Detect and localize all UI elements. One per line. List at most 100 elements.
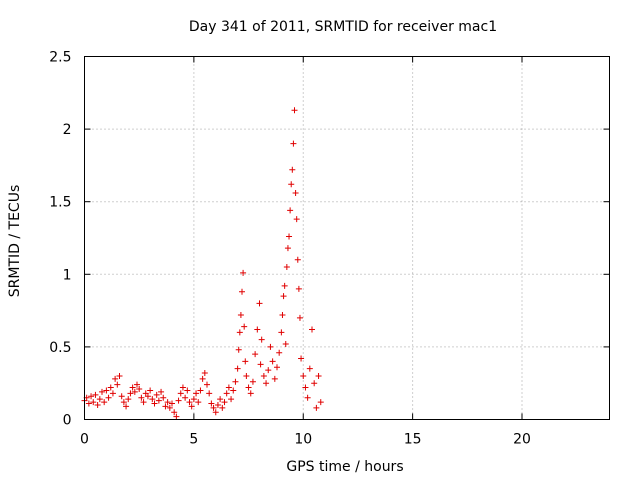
data-point bbox=[160, 394, 167, 401]
y-tick-label: 1 bbox=[63, 267, 72, 283]
data-point bbox=[164, 399, 171, 406]
data-point bbox=[232, 378, 239, 385]
data-point bbox=[291, 107, 298, 114]
x-tick-label: 5 bbox=[189, 432, 198, 448]
data-point bbox=[263, 380, 270, 387]
data-point bbox=[278, 329, 285, 336]
data-point bbox=[289, 166, 296, 173]
data-point bbox=[201, 370, 208, 377]
data-point bbox=[230, 387, 237, 394]
data-point bbox=[245, 384, 252, 391]
axis-ticks bbox=[84, 56, 610, 420]
data-point bbox=[223, 390, 230, 397]
data-point bbox=[169, 400, 175, 407]
data-point bbox=[134, 381, 140, 388]
data-point bbox=[114, 381, 121, 388]
data-point bbox=[177, 390, 184, 397]
data-point bbox=[237, 311, 244, 318]
y-tick-label: 0 bbox=[63, 413, 72, 429]
data-point bbox=[302, 384, 309, 391]
data-point bbox=[239, 288, 245, 295]
data-point bbox=[210, 404, 217, 411]
data-point bbox=[208, 400, 215, 407]
data-point bbox=[298, 355, 305, 362]
data-point bbox=[282, 340, 289, 347]
data-point bbox=[171, 409, 178, 416]
x-tick-label: 10 bbox=[294, 432, 312, 448]
data-point bbox=[311, 380, 318, 387]
data-point bbox=[175, 397, 182, 404]
data-point bbox=[267, 343, 274, 350]
plot-frame bbox=[84, 56, 610, 420]
data-point bbox=[269, 358, 276, 365]
data-point bbox=[186, 399, 193, 406]
data-point bbox=[120, 399, 127, 406]
data-point bbox=[221, 399, 228, 406]
data-point bbox=[284, 245, 291, 252]
data-point bbox=[241, 323, 248, 330]
data-point bbox=[105, 394, 112, 401]
data-point bbox=[290, 140, 297, 147]
data-point bbox=[90, 399, 97, 406]
data-point bbox=[99, 388, 105, 395]
data-point bbox=[295, 285, 302, 292]
data-point bbox=[274, 364, 280, 371]
data-point bbox=[112, 375, 119, 382]
data-point bbox=[118, 393, 125, 400]
data-point bbox=[149, 396, 156, 403]
data-point bbox=[234, 365, 241, 372]
data-point bbox=[206, 390, 213, 397]
data-point bbox=[281, 282, 288, 289]
data-point bbox=[317, 399, 324, 406]
data-point bbox=[265, 367, 272, 374]
data-point bbox=[151, 400, 158, 407]
x-axis-title: GPS time / hours bbox=[286, 459, 403, 475]
data-point bbox=[138, 394, 145, 401]
data-point bbox=[166, 404, 173, 411]
data-point bbox=[158, 388, 165, 395]
data-point bbox=[162, 403, 169, 410]
data-point bbox=[214, 401, 221, 408]
data-point bbox=[96, 396, 103, 403]
data-point bbox=[127, 390, 134, 397]
data-point bbox=[252, 351, 259, 358]
data-point bbox=[256, 300, 263, 307]
data-point bbox=[199, 375, 206, 382]
data-point bbox=[240, 269, 247, 276]
data-point bbox=[279, 311, 286, 318]
data-point bbox=[195, 399, 202, 406]
data-point bbox=[144, 393, 151, 400]
data-point bbox=[136, 386, 143, 393]
data-point bbox=[155, 397, 162, 404]
data-point bbox=[123, 403, 130, 410]
data-point bbox=[197, 387, 204, 394]
data-point bbox=[276, 349, 283, 356]
data-point bbox=[116, 372, 123, 379]
y-tick-label: 0.5 bbox=[49, 340, 71, 356]
data-point bbox=[258, 336, 265, 343]
data-point bbox=[293, 216, 300, 223]
data-point bbox=[315, 372, 322, 379]
data-point bbox=[219, 404, 226, 411]
data-point bbox=[257, 361, 264, 368]
data-point bbox=[173, 413, 180, 420]
data-point bbox=[85, 400, 92, 407]
y-axis-title: SRMTID / TECUs bbox=[7, 185, 23, 298]
data-point bbox=[225, 384, 232, 391]
data-point bbox=[286, 233, 293, 240]
data-point bbox=[283, 264, 290, 271]
data-point bbox=[193, 390, 200, 397]
data-point bbox=[217, 396, 224, 403]
data-point bbox=[235, 346, 242, 353]
data-point bbox=[288, 181, 295, 188]
data-point bbox=[243, 372, 250, 379]
data-point bbox=[271, 375, 278, 382]
data-point bbox=[101, 399, 108, 406]
data-point bbox=[190, 396, 197, 403]
data-point bbox=[280, 293, 287, 300]
data-point bbox=[236, 329, 243, 336]
data-point bbox=[287, 207, 294, 214]
data-point bbox=[228, 396, 235, 403]
